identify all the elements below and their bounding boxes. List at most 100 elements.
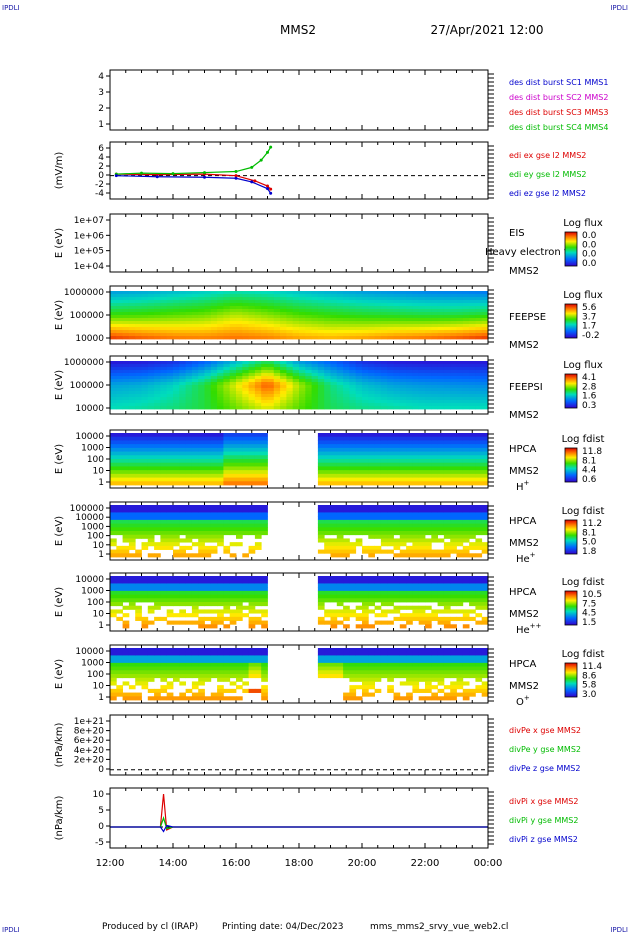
spectrogram-cell: [254, 315, 262, 319]
spectrogram-cell: [179, 696, 186, 701]
spectrogram-cell: [343, 531, 350, 536]
spectrogram-cell: [330, 364, 338, 368]
spectrogram-cell: [406, 605, 413, 610]
spectrogram-cell: [469, 373, 476, 377]
spectrogram-cell: [431, 397, 438, 401]
spectrogram-cell: [154, 576, 161, 581]
spectrogram-cell: [469, 436, 476, 441]
spectrogram-cell: [198, 681, 205, 686]
spectrogram-cell: [141, 462, 149, 467]
spectrogram-cell: [122, 447, 130, 452]
spectrogram-cell: [122, 397, 130, 401]
spectrogram-cell: [362, 602, 369, 607]
spectrogram-cell: [122, 531, 130, 536]
spectrogram-cell: [116, 576, 123, 581]
spectrogram-cell: [368, 677, 375, 682]
spectrogram-cell: [406, 397, 413, 401]
spectrogram-cell: [431, 576, 438, 581]
spectrogram-cell: [462, 576, 470, 581]
spectrogram-cell: [267, 315, 275, 319]
spectrogram-cell: [229, 516, 237, 521]
spectrogram-cell: [343, 462, 350, 467]
spectrogram-cell: [122, 477, 130, 482]
spectrogram-cell: [147, 587, 155, 592]
spectrogram-cell: [292, 300, 300, 304]
spectrogram-cell: [204, 534, 212, 539]
spectrogram-cell: [425, 367, 432, 371]
spectrogram-cell: [229, 440, 237, 445]
spectrogram-cell: [387, 300, 394, 304]
spectrogram-cell: [336, 370, 344, 374]
spectrogram-cell: [191, 324, 199, 328]
spectrogram-cell: [154, 519, 161, 524]
spectrogram-cell: [191, 481, 199, 486]
spectrogram-cell: [210, 470, 218, 475]
spectrogram-cell: [254, 590, 262, 595]
spectrogram-cell: [242, 394, 249, 398]
spectrogram-cell: [210, 462, 218, 467]
spectrogram-cell: [387, 602, 394, 607]
spectrogram-cell: [355, 309, 363, 313]
spectrogram-cell: [273, 361, 281, 365]
spectrogram-cell: [406, 385, 413, 389]
spectrogram-cell: [267, 333, 275, 337]
ytick-label: 1e+05: [74, 247, 104, 257]
spectrogram-cell: [437, 583, 445, 588]
spectrogram-cell: [481, 527, 489, 532]
panel-frame: [109, 213, 489, 273]
spectrogram-cell: [198, 336, 205, 340]
spectrogram-cell: [469, 315, 476, 319]
spectrogram-cell: [242, 516, 249, 521]
spectrogram-cell: [349, 315, 357, 319]
spectrogram-cell: [217, 659, 224, 664]
spectrogram-cell: [374, 440, 382, 445]
spectrogram-cell: [374, 590, 382, 595]
ytick-label: 10000: [75, 404, 104, 414]
spectrogram-cell: [343, 382, 350, 386]
spectrogram-cell: [128, 666, 136, 671]
spectrogram-cell: [179, 370, 186, 374]
spectrogram-cell: [481, 473, 489, 478]
spectrogram-cell: [393, 291, 401, 295]
spectrogram-cell: [418, 616, 426, 621]
spectrogram-cell: [412, 391, 420, 395]
spectrogram-cell: [154, 321, 161, 325]
spectrogram-cell: [210, 324, 218, 328]
spectrogram-cell: [248, 433, 256, 438]
spectrogram-cell: [261, 666, 268, 671]
spectrogram-cell: [330, 477, 338, 482]
spectrogram-cell: [437, 436, 445, 441]
spectrogram-cell: [349, 670, 357, 675]
spectrogram-cell: [299, 291, 306, 295]
spectrogram-cell: [437, 361, 445, 365]
spectrogram-cell: [362, 666, 369, 671]
spectrogram-cell: [412, 508, 420, 513]
spectrogram-cell: [450, 403, 457, 407]
spectrogram-cell: [330, 545, 338, 550]
spectrogram-cell: [147, 648, 155, 653]
spectrogram-cell: [116, 291, 123, 295]
spectrogram-cell: [469, 466, 476, 471]
spectrogram-cell: [462, 394, 470, 398]
spectrogram-cell: [217, 655, 224, 660]
spectrogram-cell: [185, 315, 193, 319]
spectrogram-cell: [141, 382, 149, 386]
spectrogram-cell: [242, 382, 249, 386]
spectrogram-cell: [179, 451, 186, 456]
spectrogram-cell: [110, 297, 117, 301]
spectrogram-cell: [462, 505, 470, 510]
spectrogram-cell: [431, 376, 438, 380]
spectrogram-cell: [135, 406, 142, 410]
spectrogram-cell: [198, 670, 205, 675]
spectrogram-cell: [418, 391, 426, 395]
spectrogram-cell: [469, 545, 476, 550]
spectrogram-cell: [349, 397, 357, 401]
spectrogram-cell: [236, 473, 243, 478]
spectrogram-cell: [198, 466, 205, 471]
spectrogram-cell: [261, 648, 268, 653]
spectrogram-cell: [198, 688, 205, 693]
spectrogram-cell: [286, 406, 294, 410]
spectrogram-cell: [135, 303, 142, 307]
spectrogram-cell: [229, 309, 237, 313]
spectrogram-cell: [173, 379, 180, 383]
